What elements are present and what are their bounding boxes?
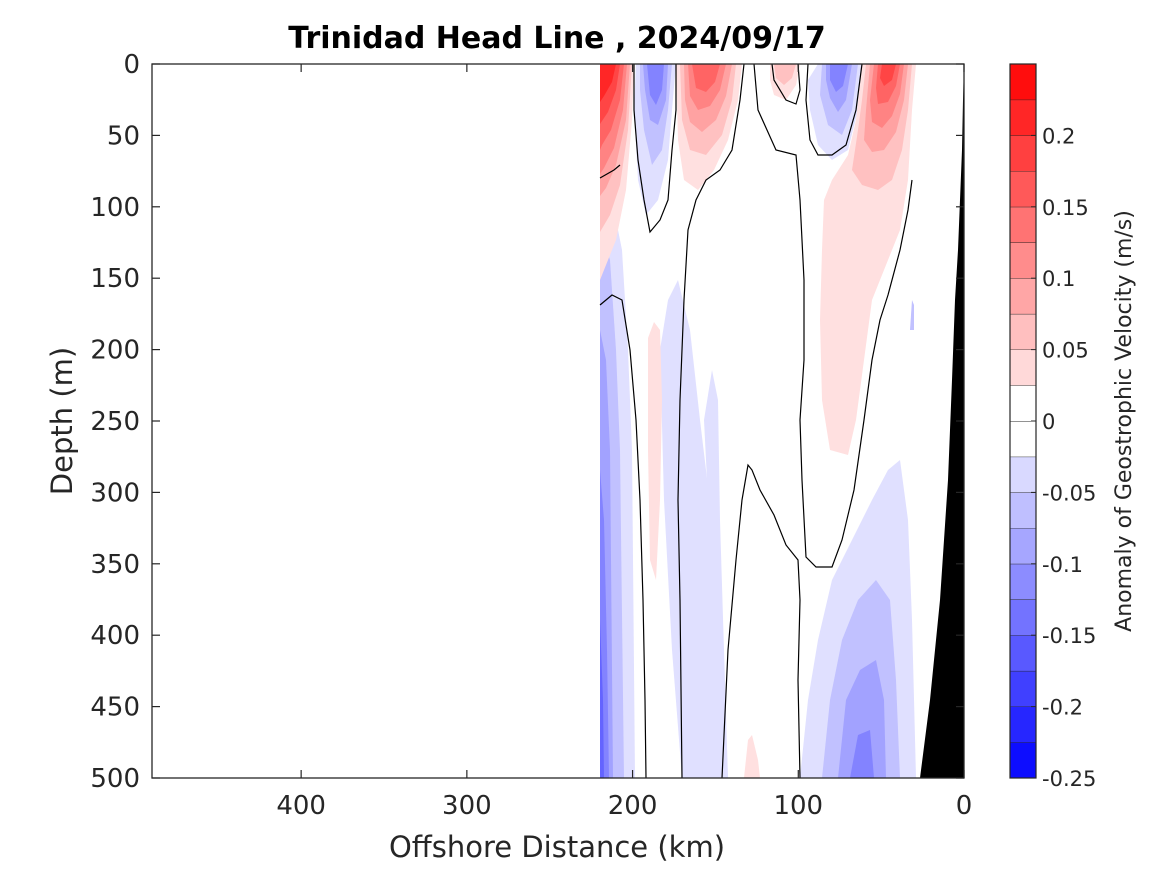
colorbar-bin <box>1010 635 1036 671</box>
colorbar-tick-label: 0.2 <box>1042 124 1075 148</box>
contour-fill-pos-13 <box>692 64 720 92</box>
colorbar-bin <box>1010 99 1036 136</box>
x-tick-label: 0 <box>956 791 973 821</box>
contour-fill-neg-11 <box>704 370 728 778</box>
zero-contour-7 <box>805 64 863 156</box>
y-tick-label: 150 <box>90 264 140 294</box>
colorbar-bin <box>1010 242 1036 279</box>
colorbar-tick-label: -0.25 <box>1042 767 1096 791</box>
contour-fill-neg-19 <box>850 730 874 778</box>
colorbar-label: Anomaly of Geostrophic Velocity (m/s) <box>1112 210 1137 632</box>
colorbar-bin <box>1010 492 1036 529</box>
contour-fill-pos-8 <box>648 322 662 580</box>
colorbar-ticks: -0.25 -0.2 -0.15 -0.1 -0.05 0 0.05 0.1 0.15 0.2 <box>1031 124 1096 791</box>
contour-fill-neg-10 <box>660 280 728 778</box>
x-axis-ticks: 400 300 200 100 0 <box>276 64 972 821</box>
colorbar-tick-label: -0.1 <box>1042 553 1083 577</box>
contour-fill-pos-15 <box>774 64 796 85</box>
y-tick-label: 100 <box>90 193 140 223</box>
colorbar-bin <box>1010 421 1036 457</box>
colorbar-bin <box>1010 706 1036 743</box>
y-axis-ticks: 0 50 100 150 200 250 300 350 400 450 500 <box>90 50 964 794</box>
contour-fill-neg-20 <box>910 300 914 330</box>
zero-contour-4 <box>721 463 801 778</box>
y-tick-label: 450 <box>90 693 140 723</box>
zero-contour-2 <box>633 64 677 234</box>
x-tick-label: 100 <box>773 791 823 821</box>
x-axis-label: Offshore Distance (km) <box>389 830 725 864</box>
colorbar-bin <box>1010 171 1036 207</box>
colorbar-tick-label: 0.1 <box>1042 267 1075 291</box>
colorbar-tick-label: 0 <box>1042 410 1055 434</box>
y-tick-label: 300 <box>90 478 140 508</box>
y-tick-label: 250 <box>90 407 140 437</box>
y-tick-label: 0 <box>123 50 140 80</box>
contour-fill-pos-22 <box>744 735 760 778</box>
colorbar-bin <box>1010 349 1036 386</box>
colorbar-bin <box>1010 278 1036 314</box>
colorbar-bin <box>1010 599 1036 636</box>
zero-contour-6 <box>599 164 621 179</box>
y-axis-label: Depth (m) <box>45 347 79 495</box>
x-tick-label: 300 <box>442 791 492 821</box>
zero-contours <box>599 64 913 778</box>
colorbar-bin <box>1010 742 1036 778</box>
contour-fill-neg-9 <box>647 64 664 105</box>
y-tick-label: 200 <box>90 336 140 366</box>
contour-fill-pos-21 <box>880 64 896 86</box>
x-tick-label: 400 <box>276 791 326 821</box>
colorbar-bin <box>1010 385 1036 421</box>
contour-fill-neg-18 <box>838 660 886 778</box>
y-tick-label: 500 <box>90 764 140 794</box>
colorbar-bin <box>1010 135 1036 172</box>
shelf-bottom-mask <box>920 64 964 778</box>
x-tick-label: 200 <box>608 791 658 821</box>
zero-contour-5 <box>753 64 913 568</box>
colorbar-bin <box>1010 670 1036 707</box>
colorbar <box>1010 63 1036 778</box>
y-tick-label: 50 <box>107 121 140 151</box>
zero-contour-8 <box>771 64 801 105</box>
colorbar-bin <box>1010 528 1036 564</box>
zero-contour-1 <box>599 294 647 778</box>
colorbar-tick-label: -0.2 <box>1042 696 1083 720</box>
plot-area <box>152 64 964 778</box>
colorbar-bin <box>1010 313 1036 350</box>
colorbar-bin <box>1010 64 1036 100</box>
colorbar-tick-label: -0.05 <box>1042 481 1096 505</box>
y-tick-label: 400 <box>90 621 140 651</box>
zero-contour-3 <box>677 64 745 778</box>
contour-fill-pos-7 <box>600 64 616 102</box>
chart-title: Trinidad Head Line , 2024/09/17 <box>288 21 825 56</box>
colorbar-tick-label: 0.05 <box>1042 339 1089 363</box>
contour-fill-neg-5 <box>600 620 604 778</box>
y-tick-label: 350 <box>90 550 140 580</box>
colorbar-bin <box>1010 563 1036 600</box>
colorbar-bin <box>1010 456 1036 493</box>
colorbar-tick-label: 0.15 <box>1042 196 1089 220</box>
colorbar-tick-label: -0.15 <box>1042 624 1096 648</box>
contour-fill-neg-15 <box>830 64 848 92</box>
colorbar-bin <box>1010 206 1036 243</box>
